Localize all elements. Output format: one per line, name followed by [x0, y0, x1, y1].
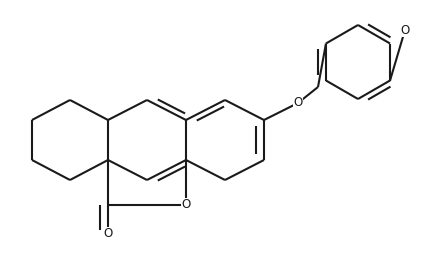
Text: O: O	[293, 96, 303, 109]
Text: O: O	[400, 23, 410, 36]
Text: O: O	[181, 198, 191, 212]
Text: O: O	[103, 227, 113, 240]
